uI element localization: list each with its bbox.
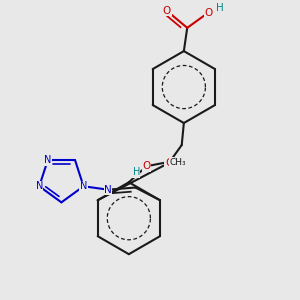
Text: N: N — [36, 181, 43, 191]
Text: O: O — [204, 8, 212, 18]
Text: O: O — [163, 6, 171, 16]
Text: H: H — [133, 167, 140, 177]
Text: O: O — [165, 158, 173, 168]
Text: N: N — [104, 185, 112, 195]
Text: CH₃: CH₃ — [169, 158, 186, 167]
Text: H: H — [216, 2, 224, 13]
Text: N: N — [44, 155, 51, 165]
Text: N: N — [80, 181, 87, 191]
Text: O: O — [142, 161, 151, 171]
